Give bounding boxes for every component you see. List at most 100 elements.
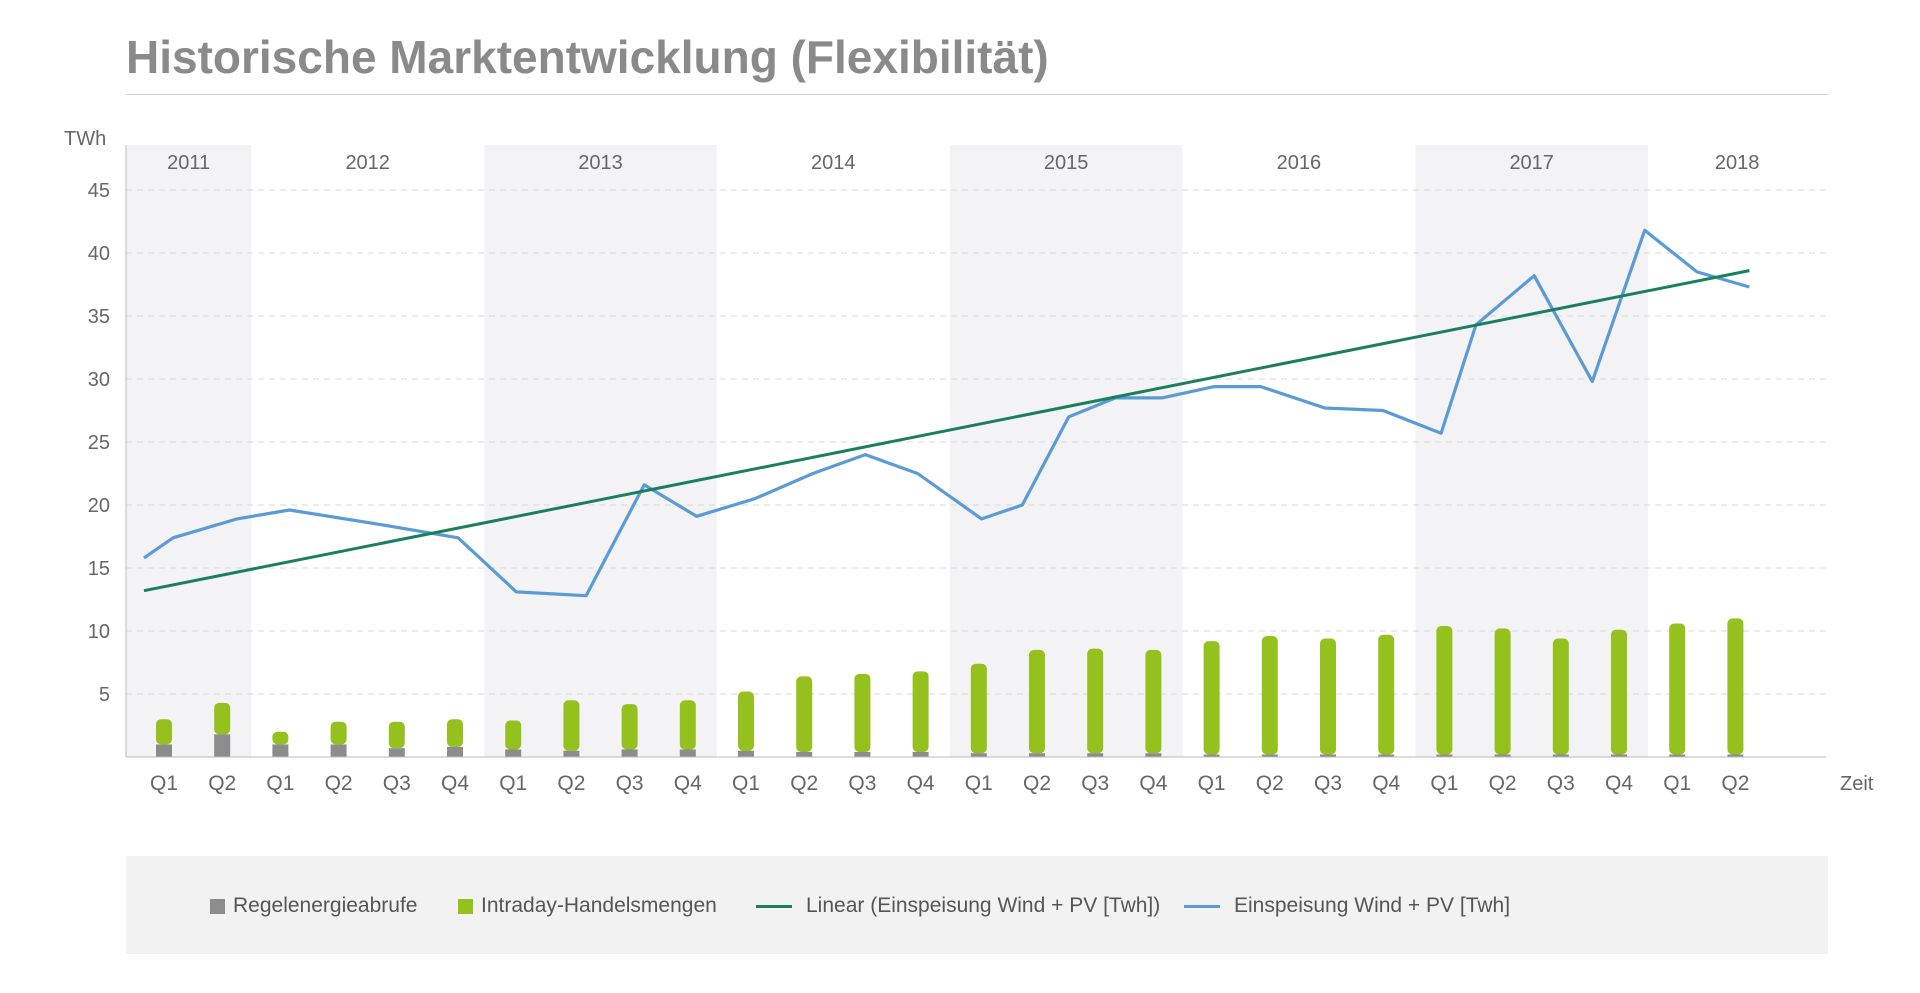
x-tick-label: Q1	[150, 772, 178, 795]
year-label: 2013	[578, 152, 623, 174]
bar-regelenergie	[1378, 754, 1395, 757]
x-tick-label: Q3	[616, 772, 644, 795]
bar-regelenergie	[1087, 753, 1104, 757]
bar-regelenergie	[1494, 754, 1511, 757]
bar-intraday	[621, 704, 638, 750]
bar-regelenergie	[505, 749, 522, 757]
y-axis-label: TWh	[64, 128, 106, 150]
bar-intraday	[330, 721, 347, 745]
bar-intraday	[1261, 636, 1278, 755]
y-tick-label: 15	[88, 558, 110, 580]
year-label: 2017	[1509, 152, 1554, 174]
x-tick-label: Q3	[383, 772, 411, 795]
x-tick-label: Q2	[1256, 772, 1284, 795]
x-tick-label: Q1	[266, 772, 294, 795]
bar-intraday	[970, 663, 987, 754]
bar-regelenergie	[1727, 754, 1744, 757]
year-label: 2016	[1277, 152, 1322, 174]
bar-regelenergie	[1436, 754, 1453, 757]
legend-green-swatch	[458, 898, 473, 914]
bar-regelenergie	[621, 749, 638, 757]
x-tick-label: Q4	[1372, 772, 1400, 795]
bar-intraday	[1029, 649, 1045, 754]
x-tick-label: Q3	[848, 772, 876, 795]
bar-intraday	[738, 691, 754, 751]
bar-intraday	[854, 673, 871, 752]
x-tick-label: Q4	[441, 772, 469, 795]
year-band	[484, 145, 717, 757]
x-tick-label: Q1	[732, 772, 760, 795]
title-divider	[126, 94, 1828, 95]
x-tick-label: Q3	[1314, 772, 1342, 795]
bar-intraday	[796, 676, 813, 752]
x-tick-label: Q2	[1023, 772, 1051, 795]
bar-intraday	[1552, 638, 1569, 755]
x-tick-label: Q2	[1721, 772, 1749, 795]
x-tick-label: Q1	[499, 772, 527, 795]
bar-intraday	[1378, 634, 1395, 755]
bar-intraday	[447, 719, 463, 747]
bar-regelenergie	[1611, 754, 1627, 757]
bar-intraday	[912, 671, 929, 752]
x-tick-label: Q4	[1605, 772, 1633, 795]
x-tick-label: Q2	[325, 772, 353, 795]
x-tick-label: Q3	[1547, 772, 1575, 795]
line-einspeisung	[143, 228, 1750, 598]
year-label: 2011	[167, 152, 210, 174]
bar-intraday	[1436, 625, 1453, 755]
legend-label-einspeisung: Einspeisung Wind + PV [Twh]	[1234, 894, 1511, 917]
chart-plot: 2011 2012 2013 2014 2015 2016 2017 2018 5 10 15 20…	[64, 128, 1874, 795]
bar-regelenergie	[738, 750, 754, 757]
legend-label-linear: Linear (Einspeisung Wind + PV [Twh])	[806, 894, 1161, 917]
year-label: 2018	[1715, 152, 1760, 174]
bar-regelenergie	[679, 749, 696, 757]
bar-regelenergie	[854, 751, 871, 757]
legend-item-intraday: Intraday-Handelsmengen	[458, 894, 717, 918]
bar-regelenergie	[156, 744, 172, 757]
y-tick-label: 5	[99, 684, 110, 706]
x-tick-label: Q1	[1198, 772, 1226, 795]
y-tick-label: 10	[88, 621, 110, 643]
bar-intraday	[1669, 623, 1686, 755]
legend-item-einspeisung: Einspeisung Wind + PV [Twh]	[1184, 894, 1510, 918]
x-tick-label: Q3	[1081, 772, 1109, 795]
x-tick-label: Q1	[1663, 772, 1691, 795]
x-tick-label: Q2	[208, 772, 236, 795]
y-tick-label: 25	[88, 432, 110, 454]
bar-regelenergie	[447, 746, 463, 757]
bar-intraday	[1320, 638, 1336, 755]
legend: Regelenergieabrufe Intraday-Handelsmenge…	[126, 856, 1828, 954]
legend-item-regelenergie: Regelenergieabrufe	[210, 894, 417, 918]
bar-intraday	[388, 721, 405, 749]
legend-feed-swatch	[1184, 904, 1220, 908]
bar-intraday	[1494, 628, 1511, 755]
bar-regelenergie	[1261, 754, 1278, 757]
y-tick-label: 35	[88, 306, 110, 328]
year-label: 2012	[345, 152, 390, 174]
y-tick-label: 30	[88, 369, 110, 391]
bar-regelenergie	[563, 750, 580, 757]
bar-regelenergie	[1669, 754, 1686, 757]
bar-intraday	[1203, 641, 1220, 755]
bar-regelenergie	[1320, 754, 1336, 757]
bar-regelenergie	[912, 751, 929, 757]
bar-regelenergie	[272, 744, 289, 757]
bar-regelenergie	[388, 748, 405, 757]
bar-regelenergie	[796, 751, 813, 757]
bar-intraday	[679, 700, 696, 750]
bar-intraday	[272, 731, 289, 745]
bar-intraday	[214, 702, 231, 735]
bar-intraday	[1087, 648, 1104, 754]
bar-regelenergie	[1145, 753, 1162, 757]
bar-regelenergie	[970, 753, 987, 757]
y-tick-label: 45	[88, 180, 110, 202]
legend-label-intraday: Intraday-Handelsmengen	[481, 894, 717, 917]
x-tick-label: Q1	[965, 772, 993, 795]
bar-regelenergie	[1029, 753, 1045, 757]
x-axis-label: Zeit	[1840, 773, 1874, 795]
legend-trend-swatch	[756, 904, 792, 908]
bar-intraday	[1611, 629, 1627, 755]
bar-intraday	[505, 720, 522, 750]
bar-intraday	[1727, 618, 1744, 755]
year-band	[126, 145, 252, 757]
